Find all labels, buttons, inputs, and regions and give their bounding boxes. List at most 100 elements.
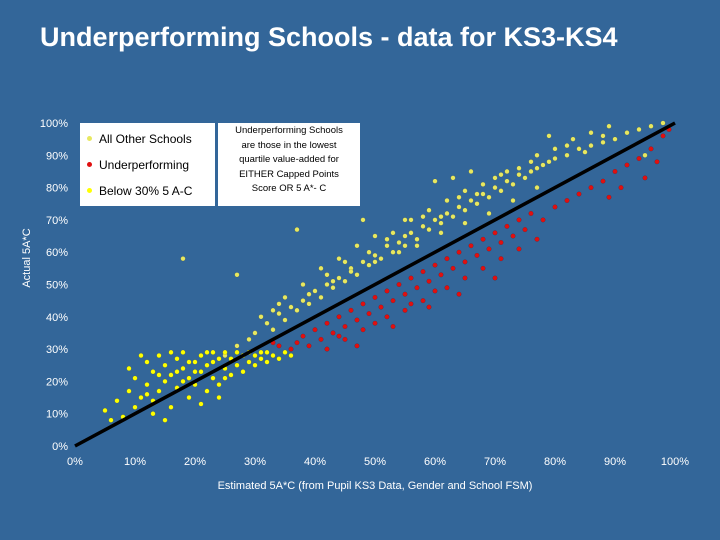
- point-below-30-5-a-c: [222, 349, 228, 355]
- point-underperforming: [600, 178, 606, 184]
- point-all-other-schools: [366, 249, 372, 255]
- point-all-other-schools: [516, 165, 522, 171]
- point-below-30-5-a-c: [210, 349, 216, 355]
- point-underperforming: [330, 330, 336, 336]
- legend-label: Underperforming: [99, 158, 190, 172]
- point-underperforming: [426, 278, 432, 284]
- point-underperforming: [390, 323, 396, 329]
- point-below-30-5-a-c: [138, 353, 144, 359]
- point-below-30-5-a-c: [126, 365, 132, 371]
- point-below-30-5-a-c: [222, 375, 228, 381]
- point-below-30-5-a-c: [204, 362, 210, 368]
- point-underperforming: [450, 265, 456, 271]
- point-all-other-schools: [546, 159, 552, 165]
- point-underperforming: [642, 175, 648, 181]
- point-underperforming: [426, 304, 432, 310]
- point-all-other-schools: [546, 133, 552, 139]
- point-underperforming: [462, 259, 468, 265]
- point-all-other-schools: [534, 152, 540, 158]
- point-underperforming: [390, 298, 396, 304]
- point-underperforming: [660, 133, 666, 139]
- point-all-other-schools: [462, 188, 468, 194]
- point-underperforming: [480, 265, 486, 271]
- point-all-other-schools: [252, 330, 258, 336]
- point-underperforming: [462, 275, 468, 281]
- x-tick-label: 60%: [424, 456, 446, 468]
- point-underperforming: [318, 336, 324, 342]
- point-underperforming: [444, 285, 450, 291]
- point-underperforming: [444, 256, 450, 262]
- legend: All Other Schools Underperforming Below …: [80, 123, 215, 206]
- point-underperforming: [540, 217, 546, 223]
- point-underperforming: [336, 333, 342, 339]
- point-all-other-schools: [294, 307, 300, 313]
- point-all-other-schools: [306, 291, 312, 297]
- point-underperforming: [360, 327, 366, 333]
- point-all-other-schools: [504, 178, 510, 184]
- point-all-other-schools: [336, 256, 342, 262]
- point-below-30-5-a-c: [282, 349, 288, 355]
- point-underperforming: [624, 162, 630, 168]
- point-all-other-schools: [414, 243, 420, 249]
- point-below-30-5-a-c: [150, 411, 156, 417]
- point-below-30-5-a-c: [168, 404, 174, 410]
- point-all-other-schools: [426, 207, 432, 213]
- point-below-30-5-a-c: [180, 365, 186, 371]
- point-all-other-schools: [372, 233, 378, 239]
- point-all-other-schools: [462, 207, 468, 213]
- point-all-other-schools: [552, 156, 558, 162]
- point-below-30-5-a-c: [258, 356, 264, 362]
- point-all-other-schools: [582, 149, 588, 155]
- point-all-other-schools: [528, 168, 534, 174]
- point-underperforming: [648, 146, 654, 152]
- point-underperforming: [534, 236, 540, 242]
- point-below-30-5-a-c: [264, 359, 270, 365]
- point-underperforming: [420, 269, 426, 275]
- point-below-30-5-a-c: [162, 378, 168, 384]
- point-all-other-schools: [576, 146, 582, 152]
- point-below-30-5-a-c: [144, 382, 150, 388]
- y-tick-label: 70%: [46, 215, 68, 227]
- point-all-other-schools: [372, 252, 378, 258]
- point-all-other-schools: [552, 146, 558, 152]
- point-all-other-schools: [378, 256, 384, 262]
- definition-note: Underperforming Schools are those in the…: [218, 123, 360, 206]
- point-all-other-schools: [438, 220, 444, 226]
- point-underperforming: [510, 233, 516, 239]
- point-below-30-5-a-c: [174, 369, 180, 375]
- point-all-other-schools: [468, 168, 474, 174]
- point-all-other-schools: [498, 188, 504, 194]
- point-all-other-schools: [636, 126, 642, 132]
- point-below-30-5-a-c: [150, 369, 156, 375]
- point-below-30-5-a-c: [264, 349, 270, 355]
- point-all-other-schools: [366, 262, 372, 268]
- y-axis-title: Actual 5A*C: [21, 228, 33, 288]
- y-tick-label: 50%: [46, 280, 68, 292]
- note-line: are those in the lowest: [241, 139, 337, 151]
- note-line: quartile value-added for: [239, 154, 339, 165]
- point-underperforming: [276, 343, 282, 349]
- point-all-other-schools: [270, 327, 276, 333]
- point-all-other-schools: [336, 275, 342, 281]
- point-below-30-5-a-c: [246, 359, 252, 365]
- point-underperforming: [348, 307, 354, 313]
- point-underperforming: [468, 243, 474, 249]
- point-all-other-schools: [372, 259, 378, 265]
- point-below-30-5-a-c: [216, 395, 222, 401]
- point-all-other-schools: [234, 272, 240, 278]
- point-below-30-5-a-c: [252, 362, 258, 368]
- point-underperforming: [354, 317, 360, 323]
- point-underperforming: [522, 227, 528, 233]
- point-all-other-schools: [498, 172, 504, 178]
- point-all-other-schools: [642, 152, 648, 158]
- point-below-30-5-a-c: [192, 369, 198, 375]
- legend-label: Below 30% 5 A-C: [99, 184, 193, 198]
- point-all-other-schools: [330, 278, 336, 284]
- legend-item-underperforming: Underperforming: [87, 158, 189, 172]
- legend-item-all-other-schools: All Other Schools: [87, 132, 192, 146]
- point-underperforming: [384, 314, 390, 320]
- y-tick-label: 0%: [52, 441, 68, 453]
- x-tick-label: 20%: [184, 456, 206, 468]
- point-below-30-5-a-c: [168, 372, 174, 378]
- point-underperforming: [432, 262, 438, 268]
